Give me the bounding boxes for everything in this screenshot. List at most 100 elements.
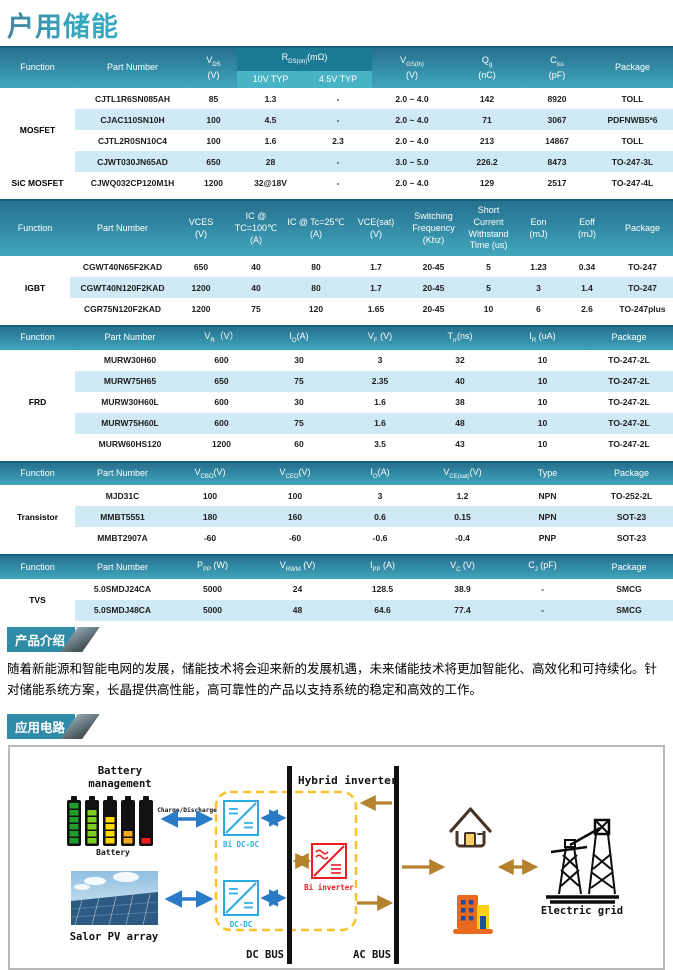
col-10v-typ: 10V TYP xyxy=(237,70,304,89)
col-switching-frequency: Switching Frequency (Khz) xyxy=(405,199,462,257)
col-type: Type xyxy=(505,460,590,486)
table-row: CGR75N120F2KAD 1200 75 120 1.65 20-45 10 6 2.6 TO… xyxy=(0,298,673,320)
function-label: IGBT xyxy=(0,256,70,320)
cell: 5 xyxy=(462,256,515,278)
cell: PDFNWB5*6 xyxy=(592,109,673,131)
table-row: TVS 5.0SMDJ24CA 5000 24 128.5 38.9- SMCG xyxy=(0,578,673,621)
col-qg: Qg (nC) xyxy=(452,45,522,89)
cell: PNP xyxy=(505,527,590,549)
cell: NPN xyxy=(505,506,590,528)
bi-dcdc-converter-icon xyxy=(223,799,259,836)
col-vcbo: VCBO(V) xyxy=(170,460,250,486)
cell: 8920 xyxy=(522,88,592,110)
col-vces: VCES (V) xyxy=(175,199,227,257)
cell: -60 xyxy=(170,527,250,549)
cell: 129 xyxy=(452,172,522,194)
cell: 1200 xyxy=(190,172,237,194)
cell: 600 xyxy=(185,391,258,413)
cell: 213 xyxy=(452,130,522,152)
cell: 2.0 ~ 4.0 xyxy=(372,109,452,131)
cell: 10 xyxy=(500,391,585,413)
cell: 3 xyxy=(340,349,420,371)
cell: 1200 xyxy=(185,433,258,455)
col-eon: Eon (mJ) xyxy=(515,199,562,257)
cell: 0.15 xyxy=(420,506,505,528)
cell: 3.0 ~ 5.0 xyxy=(372,151,452,173)
dc-bus-line xyxy=(287,765,292,964)
cell: 1.6 xyxy=(340,412,420,434)
cell: 32@18V xyxy=(237,172,304,194)
building-icon xyxy=(453,894,493,934)
cell: 40 xyxy=(227,277,285,299)
cell: 650 xyxy=(185,370,258,392)
cell: 24 xyxy=(255,578,340,600)
hybrid-inverter-label: Hybrid inverter xyxy=(298,774,398,787)
solar-pv-image xyxy=(70,870,159,925)
cell: 5.0SMDJ24CA xyxy=(75,578,170,600)
col-eoff: Eoff (mJ) xyxy=(562,199,612,257)
table-row: SiC MOSFET CJWQ032CP120M1H 1200 32@18V -2.0 … xyxy=(0,172,673,194)
col-rdson-group: RDS(on)(mΩ) xyxy=(237,46,372,71)
col-io: IO(A) xyxy=(340,460,420,486)
cell: 1.65 xyxy=(347,298,405,320)
cell: MURW75H65 xyxy=(75,370,185,392)
cell: 75 xyxy=(258,412,340,434)
col-vds: VDS (V) xyxy=(190,45,237,89)
cell: 1.6 xyxy=(237,130,304,152)
col-vrwm: VRWM (V) xyxy=(255,554,340,579)
cell: TO-247-4L xyxy=(592,172,673,194)
electric-grid-label: Electric grid xyxy=(541,905,623,917)
transistor-table: Function Part Number VCBO(V) VCEO(V) IO(… xyxy=(0,460,673,549)
table-row: MURW75H60L 600 75 1.6 48 10 TO-247-2L xyxy=(0,412,673,434)
col-vf: VF (V) xyxy=(340,325,420,350)
col-trr: Trr(ns) xyxy=(420,325,500,350)
table-row: IGBT CGWT40N65F2KAD 650 40 80 1.7 20-45 5 1.23 0.… xyxy=(0,256,673,320)
cell: 10 xyxy=(500,349,585,371)
bi-inverter-icon xyxy=(311,842,347,879)
col-part-number: Part Number xyxy=(70,199,175,257)
cell: 85 xyxy=(190,88,237,110)
cell: 8473 xyxy=(522,151,592,173)
cell: SOT-23 xyxy=(590,527,673,549)
cell: 32 xyxy=(420,349,500,371)
cell: -60 xyxy=(250,527,340,549)
function-label: MOSFET xyxy=(0,88,75,173)
col-ppp: PPP (W) xyxy=(170,554,255,579)
product-intro-text: 随着新能源和智能电网的发展，储能技术将会迎来新的发展机遇，未来储能技术将更加智能… xyxy=(7,661,658,698)
col-4v5-typ: 4.5V TYP xyxy=(304,70,372,89)
cell: - xyxy=(304,151,372,173)
page-title: 户用储能 xyxy=(0,0,119,46)
cell: 128.5 xyxy=(340,578,425,600)
cell: 1.3 xyxy=(237,88,304,110)
cell: 1.7 xyxy=(347,256,405,278)
cell: MURW60HS120 xyxy=(75,433,185,455)
cell: SOT-23 xyxy=(590,506,673,528)
cell: 48 xyxy=(255,599,340,621)
cell: 100 xyxy=(250,485,340,507)
col-function: Function xyxy=(0,554,75,579)
col-package: Package xyxy=(612,199,673,257)
table-row: MURW75H65 650 75 2.35 40 10 TO-247-2L xyxy=(0,370,673,392)
cell: -0.4 xyxy=(420,527,505,549)
battery-icon xyxy=(67,795,153,846)
cell: MURW30H60 xyxy=(75,349,185,371)
cell: 4.5 xyxy=(237,109,304,131)
col-part-number: Part Number xyxy=(75,460,170,486)
col-vcesat: VCE(sat)(V) xyxy=(347,199,405,257)
cell: TO-247 xyxy=(612,277,673,299)
cell: - xyxy=(304,109,372,131)
bi-inverter-label: Bi inverter xyxy=(304,883,354,892)
cell: - xyxy=(500,599,585,621)
cell: 2.0 ~ 4.0 xyxy=(372,130,452,152)
cell: 77.4 xyxy=(425,599,500,621)
cell: CJWQ032CP120M1H xyxy=(75,172,190,194)
col-ciss: Ciss (pF) xyxy=(522,45,592,89)
cell: TO-247-2L xyxy=(585,349,673,371)
col-package: Package xyxy=(592,45,673,89)
col-part-number: Part Number xyxy=(75,45,190,89)
table-row: CJAC110SN10H 100 4.5-2.0 ~ 4.0 71 3067 PDFNWB… xyxy=(0,109,673,131)
cell: CJTL2R0SN10C4 xyxy=(75,130,190,152)
cell: 2.3 xyxy=(304,130,372,152)
ac-bus-label: AC BUS xyxy=(353,949,391,961)
cell: 100 xyxy=(190,130,237,152)
